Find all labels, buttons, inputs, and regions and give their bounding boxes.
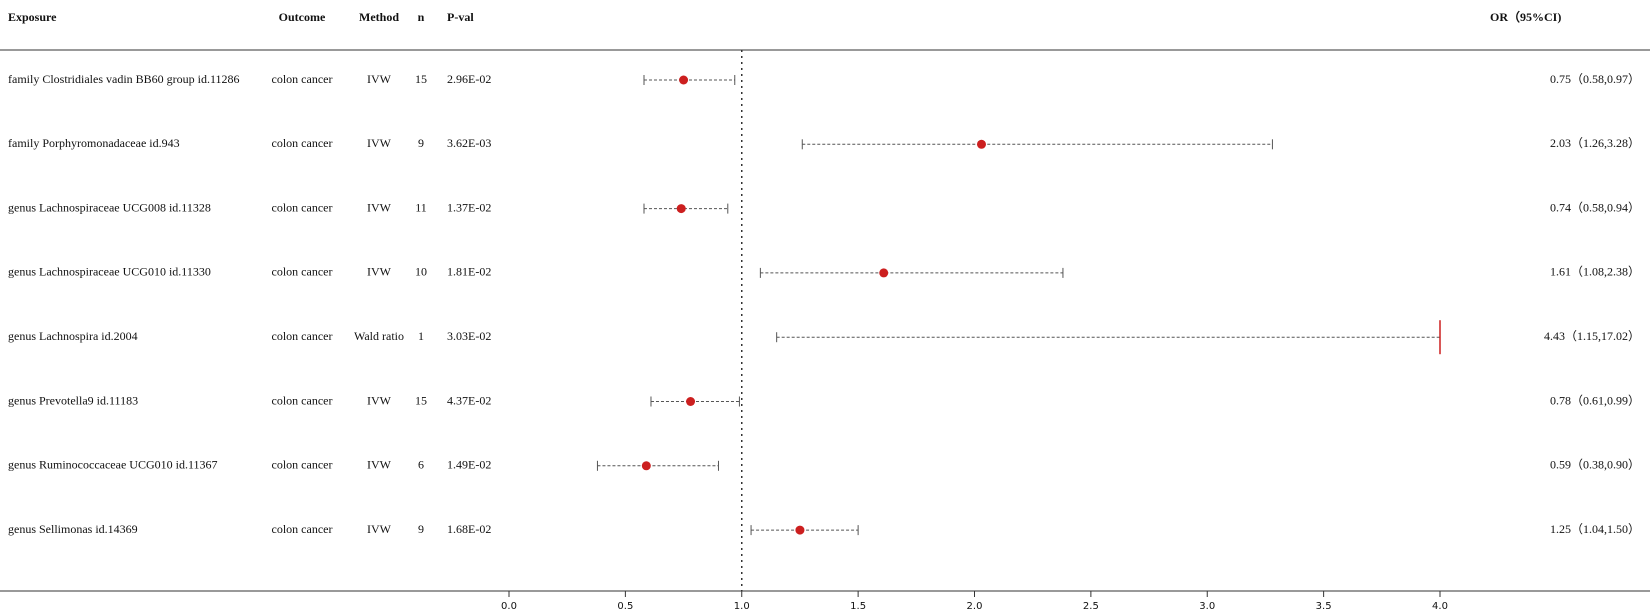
x-tick-label: 2.5 bbox=[1083, 601, 1099, 612]
cell-n: 9 bbox=[418, 136, 424, 150]
point-estimate bbox=[679, 75, 689, 85]
column-header: OR（95%CI) bbox=[1490, 9, 1561, 24]
or-label: 1.25（1.04,1.50） bbox=[1550, 522, 1640, 536]
cell-pval: 1.68E-02 bbox=[447, 522, 491, 536]
cell-n: 15 bbox=[415, 72, 427, 86]
or-label: 0.74（0.58,0.94） bbox=[1550, 200, 1640, 214]
point-estimate bbox=[976, 139, 986, 149]
cell-n: 11 bbox=[415, 200, 427, 214]
x-tick-label: 3.5 bbox=[1316, 601, 1332, 612]
cell-n: 6 bbox=[418, 458, 424, 472]
cell-exposure: family Clostridiales vadin BB60 group id… bbox=[8, 72, 240, 86]
cell-outcome: colon cancer bbox=[272, 393, 333, 407]
x-tick-label: 1.0 bbox=[734, 601, 750, 612]
point-estimate bbox=[686, 397, 696, 406]
column-header: P-val bbox=[447, 10, 474, 24]
or-label: 0.78（0.61,0.99） bbox=[1550, 393, 1640, 407]
cell-method: IVW bbox=[367, 458, 392, 472]
point-estimate bbox=[879, 268, 889, 278]
cell-pval: 1.37E-02 bbox=[447, 200, 491, 214]
cell-exposure: genus Prevotella9 id.11183 bbox=[8, 393, 138, 407]
x-tick-label: 2.0 bbox=[967, 601, 983, 612]
cell-pval: 3.62E-03 bbox=[447, 136, 491, 150]
cell-exposure: genus Lachnospiraceae UCG008 id.11328 bbox=[8, 200, 211, 214]
cell-outcome: colon cancer bbox=[272, 458, 333, 472]
plot-area bbox=[596, 75, 1441, 536]
point-estimate bbox=[641, 461, 651, 471]
cell-method: IVW bbox=[367, 522, 392, 536]
cell-method: Wald ratio bbox=[354, 329, 404, 343]
cell-exposure: genus Ruminococcaceae UCG010 id.11367 bbox=[8, 458, 218, 472]
cell-n: 1 bbox=[418, 329, 424, 343]
column-header: Method bbox=[359, 10, 399, 24]
cell-outcome: colon cancer bbox=[272, 522, 333, 536]
cell-method: IVW bbox=[367, 200, 392, 214]
or-label: 0.75（0.58,0.97） bbox=[1550, 72, 1640, 86]
x-tick-label: 0.5 bbox=[617, 601, 633, 612]
cell-pval: 3.03E-02 bbox=[447, 329, 491, 343]
x-tick-label: 0.0 bbox=[501, 601, 517, 612]
cell-outcome: colon cancer bbox=[272, 329, 333, 343]
cell-exposure: genus Sellimonas id.14369 bbox=[8, 522, 138, 536]
x-tick-label: 1.5 bbox=[850, 601, 866, 612]
column-header: Exposure bbox=[8, 10, 57, 24]
or-label: 2.03（1.26,3.28） bbox=[1550, 136, 1640, 150]
cell-outcome: colon cancer bbox=[272, 200, 333, 214]
column-header: n bbox=[418, 10, 425, 24]
cell-exposure: genus Lachnospira id.2004 bbox=[8, 329, 138, 343]
cell-exposure: genus Lachnospiraceae UCG010 id.11330 bbox=[8, 265, 211, 279]
cell-exposure: family Porphyromonadaceae id.943 bbox=[8, 136, 180, 150]
cell-pval: 4.37E-02 bbox=[447, 393, 491, 407]
or-label: 4.43（1.15,17.02） bbox=[1544, 329, 1640, 343]
cell-outcome: colon cancer bbox=[272, 72, 333, 86]
point-estimate bbox=[795, 525, 805, 535]
cell-method: IVW bbox=[367, 72, 392, 86]
cell-pval: 1.81E-02 bbox=[447, 265, 491, 279]
point-estimate bbox=[676, 204, 686, 214]
cell-outcome: colon cancer bbox=[272, 136, 333, 150]
x-tick-label: 3.0 bbox=[1199, 601, 1215, 612]
cell-n: 10 bbox=[415, 265, 427, 279]
cell-method: IVW bbox=[367, 136, 392, 150]
column-header: Outcome bbox=[279, 10, 326, 24]
or-label: 1.61（1.08,2.38） bbox=[1550, 265, 1640, 279]
cell-outcome: colon cancer bbox=[272, 265, 333, 279]
or-label: 0.59（0.38,0.90） bbox=[1550, 458, 1640, 472]
x-tick-label: 4.0 bbox=[1432, 601, 1448, 612]
cell-n: 15 bbox=[415, 393, 427, 407]
cell-pval: 2.96E-02 bbox=[447, 72, 491, 86]
cell-n: 9 bbox=[418, 522, 424, 536]
cell-method: IVW bbox=[367, 265, 392, 279]
cell-method: IVW bbox=[367, 393, 392, 407]
cell-pval: 1.49E-02 bbox=[447, 458, 491, 472]
